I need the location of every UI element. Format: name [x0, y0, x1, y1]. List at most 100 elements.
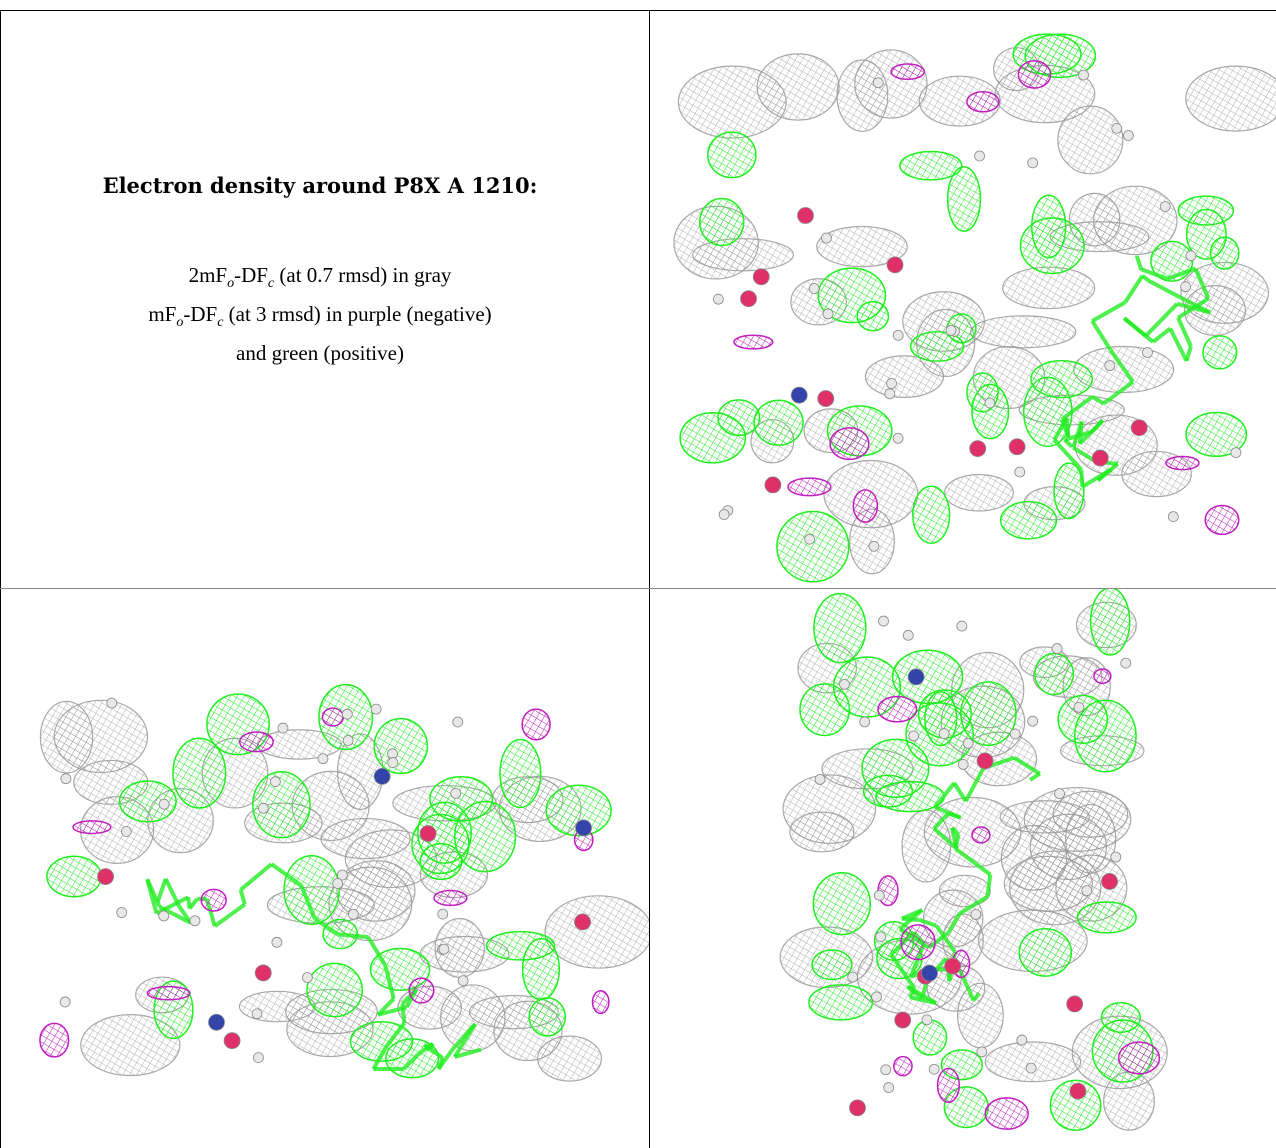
bond	[454, 1047, 482, 1059]
atoms	[814, 615, 1132, 1117]
hydrogen-atom	[1159, 201, 1171, 212]
positive-mesh-blob	[856, 301, 890, 332]
gray-mesh-blob	[789, 811, 855, 853]
oxygen-atom	[1101, 873, 1118, 890]
oxygen-atom	[740, 290, 757, 308]
hydrogen-atom	[1081, 885, 1093, 897]
negative-difference-mesh	[733, 60, 1240, 536]
bond	[1193, 267, 1211, 300]
hydrogen-atom	[822, 308, 834, 320]
bond	[932, 812, 950, 830]
positive-difference-mesh	[679, 33, 1248, 583]
positive-mesh-blob	[808, 984, 874, 1021]
hydrogen-atom	[387, 757, 399, 768]
bond	[963, 767, 986, 803]
oxygen-atom	[1130, 419, 1148, 437]
density-panel-view-1	[650, 11, 1276, 588]
positive-mesh-blob	[971, 383, 1010, 440]
hydrogen-atom	[928, 1063, 940, 1075]
positive-mesh-blob	[912, 485, 951, 544]
hydrogen-atom	[253, 1052, 264, 1063]
hydrogen-atom	[1016, 1034, 1028, 1046]
hydrogen-atom	[984, 397, 996, 409]
bond	[163, 878, 181, 908]
hydrogen-atom	[921, 1014, 933, 1026]
oxygen-atom	[1069, 1082, 1087, 1100]
oxygen-atom	[886, 256, 904, 274]
negative-mesh-blob	[72, 820, 112, 835]
bond	[238, 889, 247, 905]
bond	[1081, 467, 1113, 489]
bond	[906, 985, 924, 1001]
hydrogen-atom	[1120, 657, 1132, 669]
negative-difference-mesh	[39, 707, 610, 1058]
negative-mesh-blob	[39, 1022, 70, 1058]
bond	[1078, 418, 1105, 446]
hydrogen-atom	[1167, 511, 1179, 522]
oxygen-atom	[817, 390, 835, 407]
positive-mesh-blob	[306, 962, 364, 1018]
oxygen-atom	[944, 957, 962, 975]
negative-mesh-blob	[1165, 455, 1200, 471]
hydrogen-atom	[277, 722, 289, 734]
positive-mesh-blob	[283, 855, 340, 926]
gray-mesh-blob	[544, 895, 649, 969]
hydrogen-atom	[332, 878, 344, 889]
positive-mesh-blob	[909, 331, 965, 362]
positive-mesh-blob	[862, 774, 914, 808]
bond	[377, 1005, 408, 1017]
nitrogen-atom	[921, 964, 938, 982]
hydrogen-atom	[712, 293, 724, 305]
positive-mesh-blob	[1030, 359, 1094, 399]
hydrogen-atom	[1025, 1062, 1037, 1074]
hydrogen-atom	[902, 629, 914, 641]
hydrogen-atom	[336, 869, 348, 881]
negative-mesh-blob	[1204, 504, 1240, 536]
bond	[1052, 438, 1083, 471]
hydrogen-atom	[956, 620, 968, 632]
gray-mesh-blob	[320, 817, 411, 860]
positive-mesh-blob	[1057, 694, 1109, 744]
positive-mesh-blob	[1076, 901, 1137, 934]
hydrogen-atom	[1054, 788, 1065, 799]
bond	[1151, 326, 1172, 344]
density-render-view-3	[779, 589, 1168, 1132]
hydrogen-atom	[880, 1064, 892, 1076]
negative-mesh-blob	[1017, 60, 1052, 89]
negative-mesh-blob	[200, 888, 227, 912]
bond	[436, 1057, 445, 1070]
negative-mesh-blob	[971, 826, 991, 844]
negative-mesh-blob	[408, 977, 435, 1004]
grid-center-divider	[649, 10, 650, 1148]
hydrogen-atom	[271, 936, 283, 948]
bond	[1177, 296, 1210, 320]
hydrogen-atom	[158, 910, 170, 922]
figure-title: Electron density around P8X A 1210:	[102, 173, 538, 198]
positive-mesh-blob	[349, 1021, 414, 1063]
nitrogen-atom	[208, 1013, 225, 1031]
negative-mesh-blob	[733, 334, 774, 350]
hydrogen-atom	[871, 991, 882, 1003]
gray-mesh-blob	[864, 355, 945, 398]
atoms	[59, 697, 592, 1063]
hydrogen-atom	[59, 996, 71, 1008]
bond	[145, 878, 162, 908]
oxygen-atom	[1091, 449, 1109, 467]
oxygen-atom	[976, 752, 994, 770]
gray-mesh-blob	[944, 473, 1014, 512]
negative-mesh-blob	[433, 889, 468, 907]
hydrogen-atom	[1051, 643, 1063, 654]
negative-mesh-blob	[146, 985, 191, 1001]
bond	[155, 895, 190, 916]
bond	[1102, 380, 1135, 406]
hydrogen-atom	[1009, 728, 1021, 740]
hydrogen-atom	[452, 716, 464, 728]
hydrogen-atom	[938, 728, 950, 739]
oxygen-atom	[1066, 995, 1084, 1013]
bond	[1013, 756, 1041, 776]
hydrogen-atom	[158, 798, 170, 810]
hydrogen-atom	[60, 773, 72, 785]
negative-mesh-blob	[936, 1067, 960, 1104]
hydrogen-atom	[437, 908, 449, 920]
